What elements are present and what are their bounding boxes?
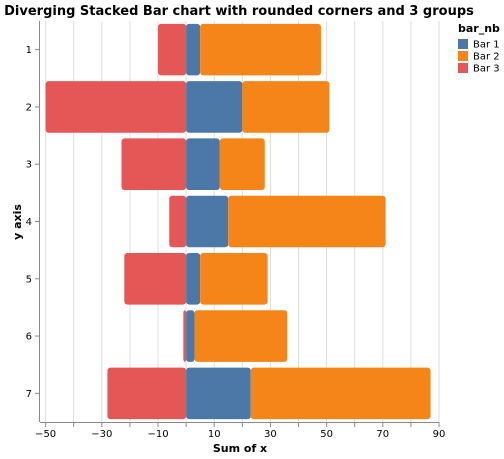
y-tick-label: 4 bbox=[26, 217, 32, 228]
bar-bar-2-cat-6 bbox=[194, 310, 288, 362]
chart-title: Diverging Stacked Bar chart with rounded… bbox=[4, 4, 474, 19]
bar-bar-3-cat-4 bbox=[169, 195, 187, 248]
y-tick-label: 7 bbox=[26, 389, 32, 400]
x-axis: −50 −30 −10 10 30 50 70 90 bbox=[35, 422, 445, 440]
legend-swatch-bar-2 bbox=[458, 51, 468, 61]
legend-label: Bar 3 bbox=[473, 64, 500, 75]
bar-bar-1-cat-7 bbox=[186, 367, 251, 420]
y-tick-label: 5 bbox=[26, 274, 32, 285]
bar-bar-1-cat-2 bbox=[186, 81, 243, 133]
x-tick-label: 10 bbox=[208, 429, 221, 440]
x-tick-label: 90 bbox=[433, 429, 446, 440]
y-axis: 1 2 3 4 5 6 7 bbox=[26, 21, 40, 422]
bar-bar-3-cat-1 bbox=[158, 23, 187, 76]
x-tick-label: −10 bbox=[147, 429, 168, 440]
bar-bar-3-cat-6 bbox=[183, 310, 187, 362]
bar-bar-1-cat-1 bbox=[186, 23, 201, 76]
legend-label: Bar 1 bbox=[473, 40, 500, 51]
x-tick-label: 70 bbox=[376, 429, 389, 440]
legend-label: Bar 2 bbox=[473, 52, 500, 63]
legend-swatch-bar-1 bbox=[458, 39, 468, 49]
bar-bar-2-cat-1 bbox=[200, 23, 321, 76]
legend-swatch-bar-3 bbox=[458, 63, 468, 73]
bar-bar-3-cat-2 bbox=[45, 81, 187, 133]
y-tick-label: 3 bbox=[26, 160, 32, 171]
y-tick-label: 2 bbox=[26, 102, 32, 113]
bar-bar-1-cat-4 bbox=[186, 195, 229, 248]
bar-bar-2-cat-2 bbox=[242, 81, 330, 133]
bar-bar-2-cat-5 bbox=[200, 253, 268, 305]
x-tick-label: −50 bbox=[35, 429, 56, 440]
y-tick-label: 6 bbox=[26, 332, 32, 343]
bar-bar-3-cat-5 bbox=[124, 253, 187, 305]
bar-bar-1-cat-5 bbox=[186, 253, 201, 305]
legend-title: bar_nb bbox=[458, 22, 500, 35]
x-tick-label: 30 bbox=[264, 429, 277, 440]
bar-bar-1-cat-6 bbox=[186, 310, 195, 362]
bar-bar-2-cat-3 bbox=[219, 138, 265, 190]
bar-bar-3-cat-3 bbox=[121, 138, 187, 190]
bar-bar-2-cat-7 bbox=[250, 367, 431, 420]
x-axis-title: Sum of x bbox=[213, 442, 267, 455]
y-axis-title: y axis bbox=[11, 204, 24, 240]
bar-bar-2-cat-4 bbox=[228, 195, 386, 248]
bars bbox=[45, 23, 431, 420]
bar-bar-3-cat-7 bbox=[107, 367, 187, 420]
x-tick-label: −30 bbox=[91, 429, 112, 440]
y-tick-label: 1 bbox=[26, 45, 32, 56]
x-tick-label: 50 bbox=[320, 429, 333, 440]
bar-bar-1-cat-3 bbox=[186, 138, 220, 190]
